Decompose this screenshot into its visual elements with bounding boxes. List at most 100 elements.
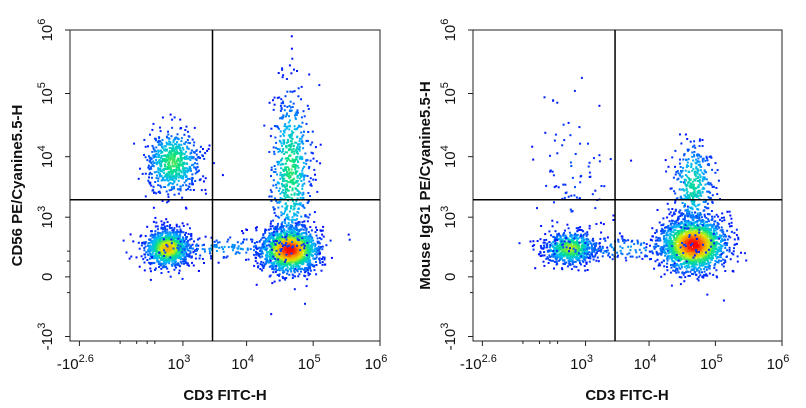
event-dot (285, 78, 288, 80)
event-dot (299, 243, 302, 246)
event-dot (562, 255, 565, 258)
event-dot (163, 265, 166, 268)
event-dot (283, 125, 286, 128)
event-dot (270, 199, 273, 202)
event-dot (298, 157, 301, 160)
event-dot (284, 263, 287, 266)
event-dot (162, 247, 165, 250)
event-dot (272, 271, 275, 274)
event-dot (170, 246, 173, 249)
event-dot (175, 178, 178, 181)
event-dot (284, 236, 287, 239)
event-dot (284, 151, 287, 154)
event-dot (159, 191, 162, 194)
event-dot (590, 246, 593, 249)
event-dot (187, 157, 190, 160)
event-dot (555, 244, 558, 247)
event-dot (167, 195, 170, 198)
event-dot (184, 231, 187, 234)
event-dot (571, 263, 574, 266)
event-dot (268, 258, 271, 261)
event-dot (265, 256, 268, 259)
event-dot (297, 221, 300, 224)
event-dot (173, 150, 176, 153)
event-dot (280, 167, 283, 170)
event-dot (193, 151, 195, 154)
event-dot (202, 155, 204, 158)
event-dot (320, 269, 323, 272)
event-dot (140, 244, 143, 247)
event-dot (307, 131, 310, 133)
event-dot (580, 229, 583, 232)
event-dot (167, 234, 170, 237)
event-dot (286, 112, 288, 115)
event-dot (319, 162, 322, 165)
event-dot (586, 240, 589, 243)
event-dot (315, 251, 318, 254)
event-dot (163, 160, 166, 163)
event-dot (308, 73, 311, 76)
event-dot (154, 139, 157, 142)
event-dot (182, 175, 184, 178)
event-dot (175, 255, 178, 258)
event-dot (294, 237, 297, 240)
event-dot (180, 140, 183, 143)
event-dot (179, 258, 182, 261)
event-dot (593, 255, 596, 258)
event-dot (309, 265, 312, 268)
event-dot (271, 241, 274, 244)
event-dot (183, 262, 185, 265)
event-dot (314, 245, 317, 248)
event-dot (297, 238, 300, 241)
event-dot (152, 185, 155, 188)
event-dot (547, 257, 550, 260)
event-dot (161, 262, 164, 265)
event-dot (128, 257, 131, 260)
event-dot (290, 205, 293, 208)
x-axis-ticks: -102.6 103 104 105 106 (57, 341, 387, 373)
event-dot (157, 191, 160, 194)
event-dot (577, 246, 579, 249)
event-dot (172, 229, 175, 231)
event-dot (295, 200, 298, 203)
event-dot (288, 148, 291, 151)
event-dot (272, 255, 275, 258)
event-dot (309, 159, 312, 162)
event-dot (295, 253, 298, 256)
event-dot (572, 244, 575, 247)
event-dot (194, 257, 197, 260)
event-dot (166, 245, 169, 248)
event-dot (600, 231, 603, 234)
event-dot (179, 235, 182, 238)
event-dot (165, 248, 168, 251)
event-dot (268, 235, 271, 237)
event-dot (303, 244, 306, 247)
event-dot (163, 262, 166, 264)
event-dot (296, 193, 299, 196)
event-dot (321, 261, 324, 263)
event-dot (273, 208, 276, 211)
event-dot (291, 137, 294, 140)
event-dot (265, 259, 268, 262)
event-dot (266, 257, 268, 260)
event-dot (168, 164, 171, 167)
event-dot (279, 171, 282, 174)
event-dot (573, 233, 576, 236)
event-dot (190, 234, 193, 237)
event-dot (271, 243, 273, 246)
event-dot (311, 250, 314, 253)
event-dot (288, 115, 290, 118)
event-dot (291, 173, 294, 176)
event-dot (150, 233, 153, 236)
event-dot (169, 176, 172, 179)
event-dot (281, 197, 284, 200)
event-dot (293, 125, 296, 128)
event-dot (556, 236, 559, 238)
event-dot (581, 256, 584, 259)
event-dot (191, 247, 194, 250)
event-dot (280, 151, 283, 154)
event-dot (295, 241, 298, 244)
event-dot (307, 274, 310, 277)
event-dot (275, 249, 278, 252)
event-dot (265, 237, 268, 240)
